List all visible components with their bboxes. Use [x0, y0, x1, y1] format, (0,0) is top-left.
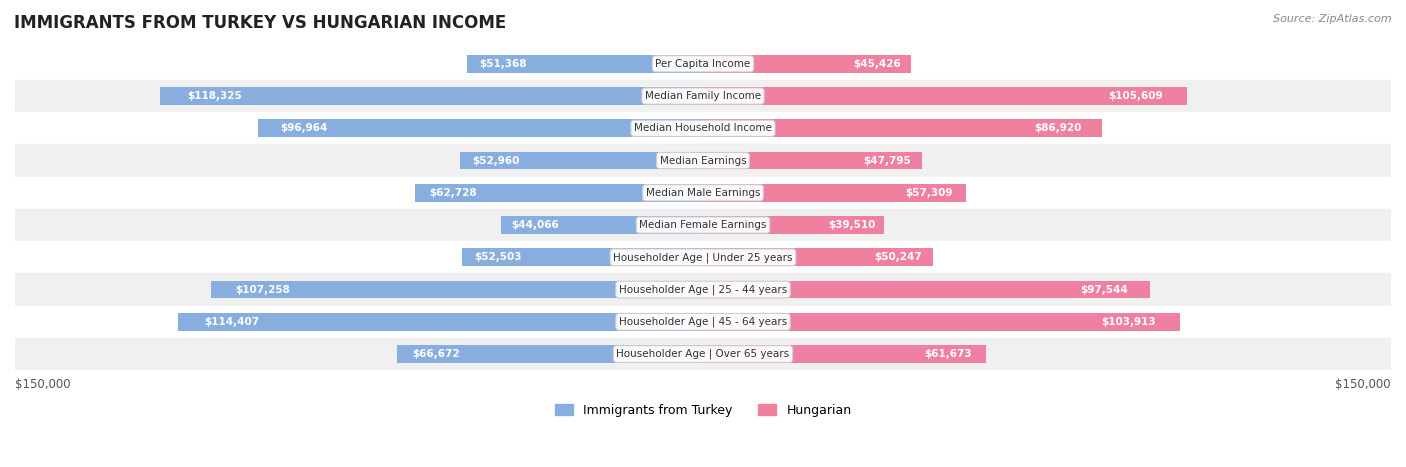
- Bar: [15, 144, 1391, 177]
- Text: Median Female Earnings: Median Female Earnings: [640, 220, 766, 230]
- Bar: [703, 87, 1188, 105]
- Legend: Immigrants from Turkey, Hungarian: Immigrants from Turkey, Hungarian: [550, 399, 856, 422]
- Text: $57,309: $57,309: [905, 188, 953, 198]
- Text: $114,407: $114,407: [204, 317, 260, 327]
- Bar: [703, 55, 911, 73]
- Bar: [15, 274, 1391, 306]
- Bar: [703, 120, 1102, 137]
- Text: $44,066: $44,066: [510, 220, 558, 230]
- Text: Median Male Earnings: Median Male Earnings: [645, 188, 761, 198]
- Bar: [460, 152, 703, 170]
- Text: Householder Age | Under 25 years: Householder Age | Under 25 years: [613, 252, 793, 262]
- Bar: [211, 281, 703, 298]
- Text: Median Earnings: Median Earnings: [659, 156, 747, 166]
- Text: $103,913: $103,913: [1101, 317, 1156, 327]
- Bar: [160, 87, 703, 105]
- Text: Householder Age | 25 - 44 years: Householder Age | 25 - 44 years: [619, 284, 787, 295]
- Text: IMMIGRANTS FROM TURKEY VS HUNGARIAN INCOME: IMMIGRANTS FROM TURKEY VS HUNGARIAN INCO…: [14, 14, 506, 32]
- Text: $66,672: $66,672: [412, 349, 460, 359]
- Bar: [467, 55, 703, 73]
- Bar: [703, 216, 884, 234]
- Text: $107,258: $107,258: [236, 284, 291, 295]
- Bar: [15, 241, 1391, 274]
- Text: $45,426: $45,426: [853, 59, 901, 69]
- Bar: [703, 281, 1150, 298]
- Text: $39,510: $39,510: [828, 220, 875, 230]
- Text: Householder Age | Over 65 years: Householder Age | Over 65 years: [616, 349, 790, 359]
- Text: $50,247: $50,247: [875, 252, 922, 262]
- Text: $97,544: $97,544: [1080, 284, 1128, 295]
- Bar: [415, 184, 703, 202]
- Text: Householder Age | 45 - 64 years: Householder Age | 45 - 64 years: [619, 317, 787, 327]
- Text: $52,503: $52,503: [474, 252, 522, 262]
- Text: $150,000: $150,000: [1336, 378, 1391, 391]
- Bar: [15, 209, 1391, 241]
- Bar: [703, 248, 934, 266]
- Text: $118,325: $118,325: [187, 91, 242, 101]
- Text: $96,964: $96,964: [280, 123, 328, 133]
- Bar: [15, 177, 1391, 209]
- Text: $52,960: $52,960: [472, 156, 520, 166]
- Bar: [15, 338, 1391, 370]
- Text: Source: ZipAtlas.com: Source: ZipAtlas.com: [1274, 14, 1392, 24]
- Bar: [703, 184, 966, 202]
- Text: $105,609: $105,609: [1108, 91, 1163, 101]
- Text: $47,795: $47,795: [863, 156, 911, 166]
- Bar: [398, 345, 703, 363]
- Bar: [15, 306, 1391, 338]
- Bar: [703, 152, 922, 170]
- Text: $62,728: $62,728: [430, 188, 477, 198]
- Text: $51,368: $51,368: [479, 59, 527, 69]
- Bar: [15, 80, 1391, 112]
- Bar: [463, 248, 703, 266]
- Text: $61,673: $61,673: [924, 349, 972, 359]
- Bar: [501, 216, 703, 234]
- Bar: [15, 48, 1391, 80]
- Text: $150,000: $150,000: [15, 378, 70, 391]
- Bar: [703, 345, 986, 363]
- Bar: [259, 120, 703, 137]
- Bar: [179, 313, 703, 331]
- Text: $86,920: $86,920: [1035, 123, 1081, 133]
- Bar: [15, 112, 1391, 144]
- Bar: [703, 313, 1180, 331]
- Text: Median Household Income: Median Household Income: [634, 123, 772, 133]
- Text: Per Capita Income: Per Capita Income: [655, 59, 751, 69]
- Text: Median Family Income: Median Family Income: [645, 91, 761, 101]
